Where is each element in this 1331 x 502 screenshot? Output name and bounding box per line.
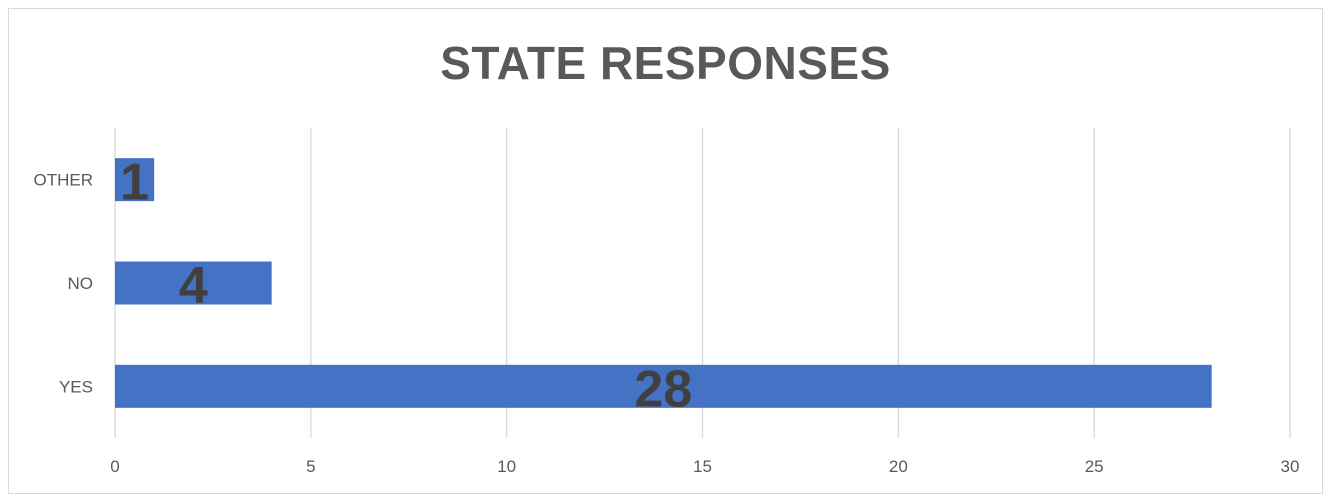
x-tick-label-0: 0 <box>110 457 119 476</box>
category-label-yes: YES <box>59 377 93 396</box>
x-axis-ticks: 0 5 10 15 20 25 30 <box>110 457 1299 476</box>
chart-title: STATE RESPONSES <box>440 37 891 89</box>
bar-no <box>115 261 272 305</box>
x-tick-label-10: 10 <box>497 457 516 476</box>
x-tick-label-30: 30 <box>1281 457 1300 476</box>
category-label-other: OTHER <box>34 171 94 190</box>
category-label-no: NO <box>68 274 94 293</box>
data-label-yes: 28 <box>634 360 692 418</box>
bars <box>115 158 1212 408</box>
data-label-other: 1 <box>120 154 149 212</box>
x-tick-label-20: 20 <box>889 457 908 476</box>
y-axis-categories: YES NO OTHER <box>34 171 94 397</box>
data-label-no: 4 <box>179 257 208 315</box>
x-tick-label-5: 5 <box>306 457 315 476</box>
x-tick-label-25: 25 <box>1085 457 1104 476</box>
data-labels: 28 41 <box>120 154 692 419</box>
chart-frame <box>8 8 1323 494</box>
x-tick-label-15: 15 <box>693 457 712 476</box>
bar-yes <box>115 364 1212 408</box>
bar-other <box>115 158 155 202</box>
